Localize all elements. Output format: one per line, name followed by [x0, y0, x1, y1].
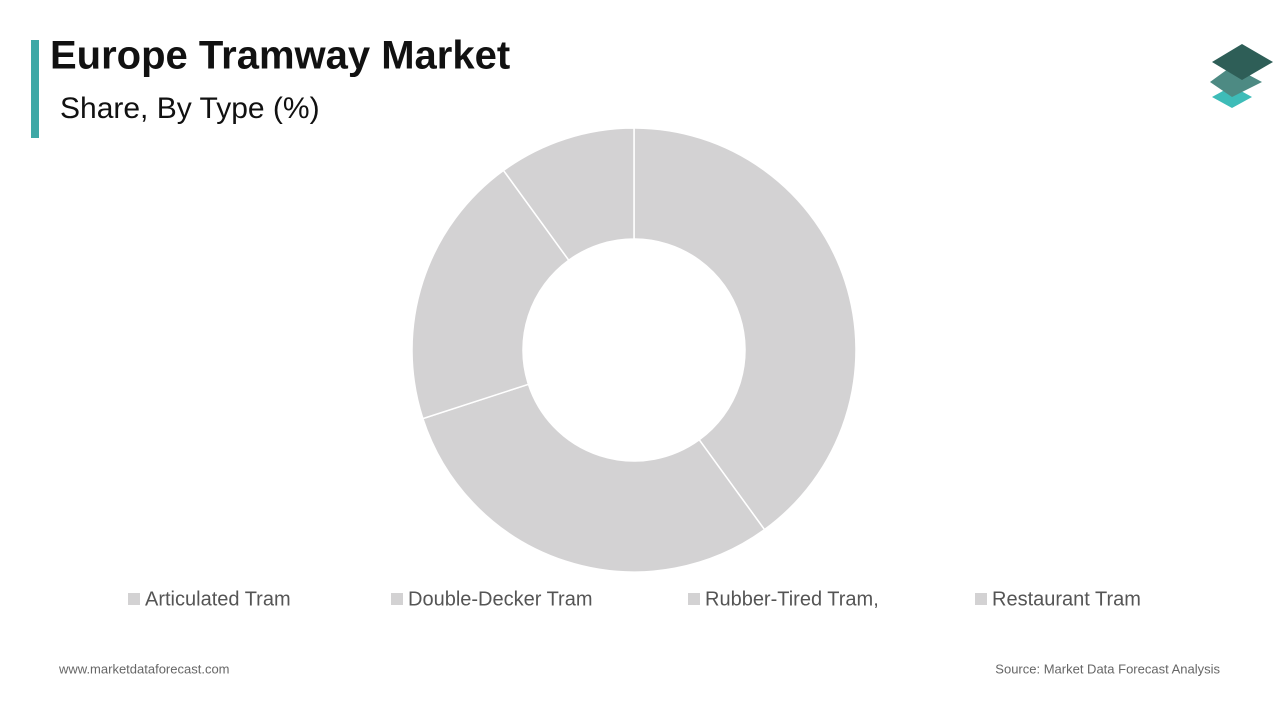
source: Source: Market Data Forecast Analysis [995, 661, 1220, 676]
logo [1210, 44, 1273, 108]
chart-subtitle: Share, By Type (%) [60, 92, 320, 125]
legend-label: Double-Decker Tram [408, 588, 593, 610]
legend-marker [391, 593, 403, 605]
legend-label: Articulated Tram [145, 588, 291, 610]
website: www.marketdataforecast.com [58, 661, 230, 676]
donut-segment [502, 127, 635, 262]
legend-marker [128, 593, 140, 605]
title-accent [31, 40, 39, 138]
legend-label: Rubber-Tired Tram, [705, 588, 879, 610]
chart-title: Europe Tramway Market [50, 34, 510, 78]
donut-segment [421, 383, 766, 573]
legend-label: Restaurant Tram [992, 588, 1141, 610]
legend-marker [975, 593, 987, 605]
legend-marker [688, 593, 700, 605]
donut-segment [411, 169, 570, 420]
donut-segment [633, 127, 857, 531]
